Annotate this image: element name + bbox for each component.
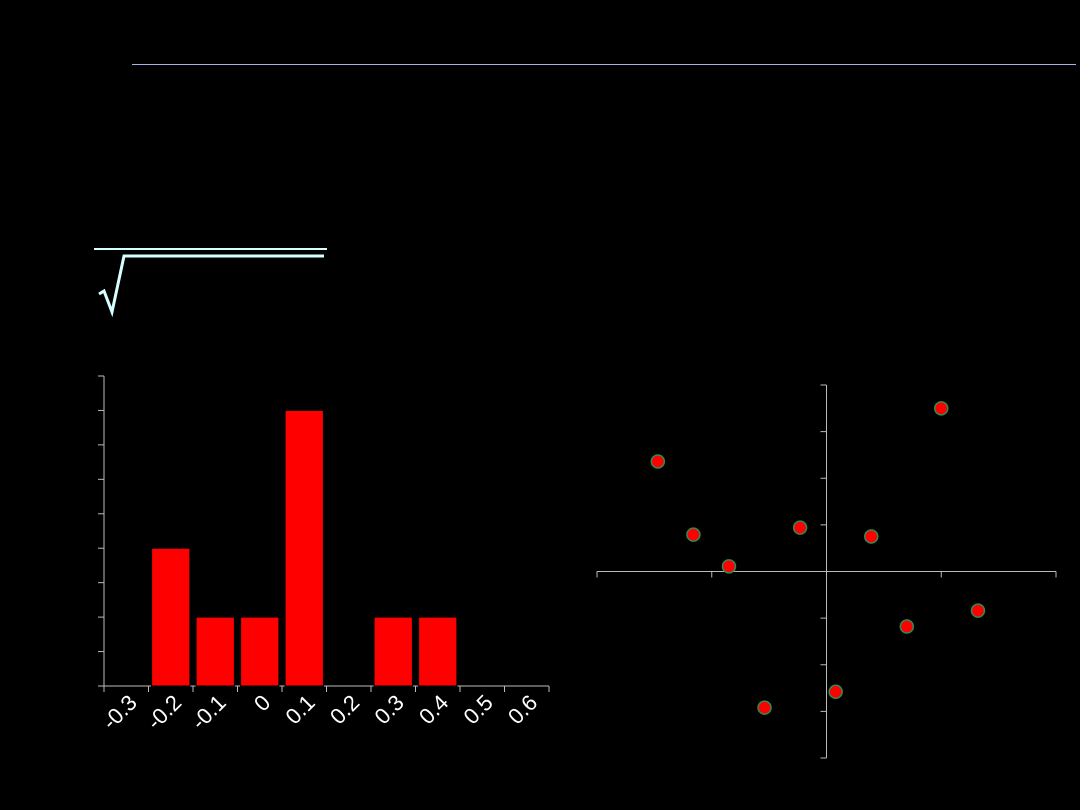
x-tick-label: -0.1 xyxy=(186,690,230,734)
bar xyxy=(284,409,324,687)
point xyxy=(757,700,772,715)
sqrt-symbol xyxy=(94,248,327,318)
point xyxy=(934,401,949,416)
point xyxy=(970,603,986,618)
x-tick-label: 0.4 xyxy=(414,690,453,729)
point xyxy=(686,527,701,542)
bar xyxy=(195,616,235,687)
x-tick-label: 0 xyxy=(249,690,275,716)
bar xyxy=(240,616,280,687)
point xyxy=(828,684,843,700)
x-tick-label: 0.5 xyxy=(458,690,497,729)
x-tick-label: -0.3 xyxy=(97,690,141,734)
x-tick-label: 0.3 xyxy=(369,690,408,729)
point xyxy=(650,454,666,469)
bar xyxy=(151,547,191,687)
x-tick-label: 0.1 xyxy=(280,690,319,729)
point xyxy=(864,529,879,544)
bar xyxy=(418,616,458,687)
point xyxy=(721,559,737,574)
x-tick-label: -0.2 xyxy=(142,690,186,734)
x-tick-label: 0.2 xyxy=(325,690,364,729)
point xyxy=(899,619,915,634)
bar xyxy=(373,616,413,687)
point xyxy=(792,520,808,535)
x-tick-label: 0.6 xyxy=(503,690,542,729)
